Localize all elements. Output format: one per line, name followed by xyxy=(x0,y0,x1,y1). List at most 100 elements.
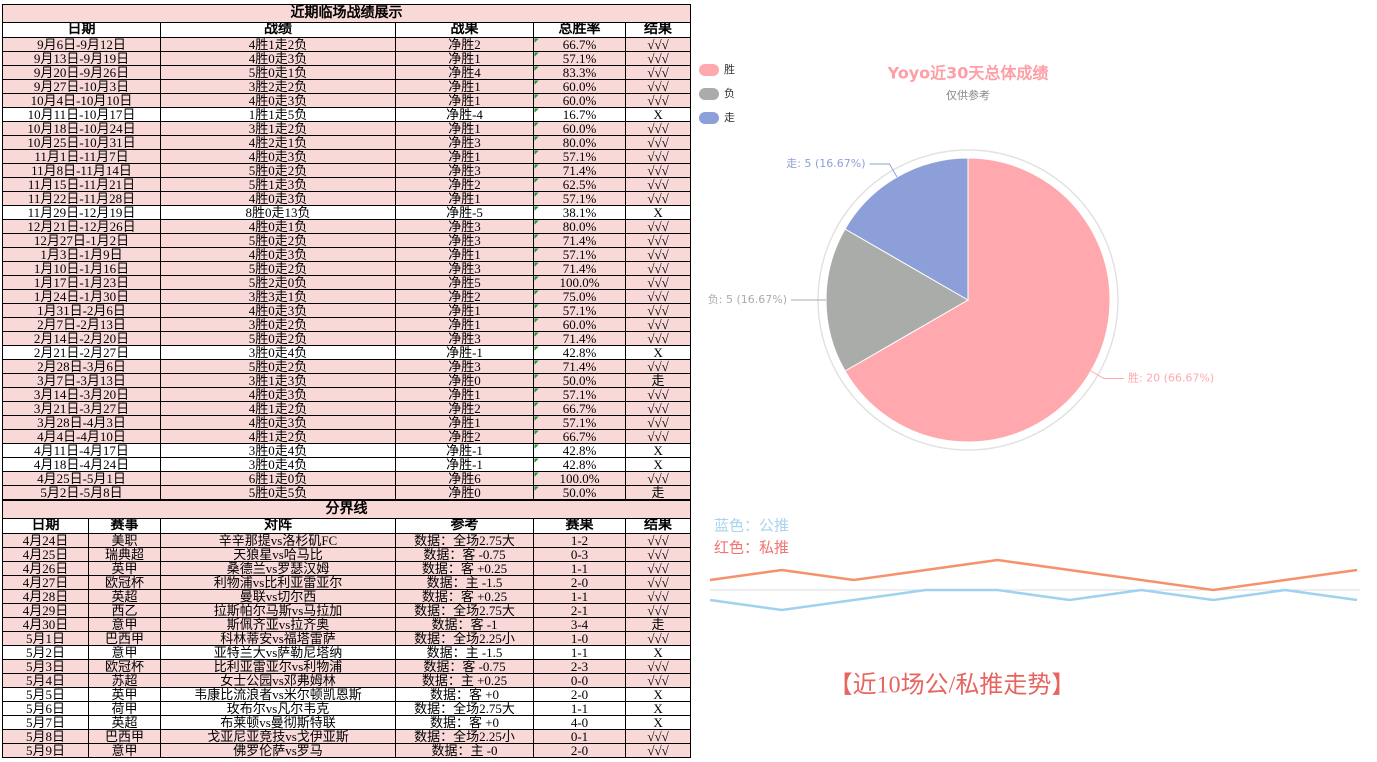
table-cell: 4胜0走3负 xyxy=(160,149,396,164)
table-cell: 净胜1 xyxy=(395,303,534,318)
legend-label: 走 xyxy=(724,111,735,124)
table-cell: 80.0% xyxy=(533,135,626,150)
legend-icon xyxy=(699,88,719,100)
table-cell: 11月29日-12月19日 xyxy=(2,205,161,220)
table-cell: √√√ xyxy=(624,261,692,276)
table-cell: 净胜5 xyxy=(395,275,534,290)
pie-subtitle: 仅供参考 xyxy=(946,88,990,102)
table-cell: 5胜2走0负 xyxy=(160,275,396,290)
table-cell: 4胜1走2负 xyxy=(160,37,396,52)
table-cell: 净胜1 xyxy=(395,121,534,136)
table-row: 3月28日-4月3日 4胜0走3负 净胜1 57.1% √√√ xyxy=(2,415,692,430)
table-cell: √√√ xyxy=(624,79,692,94)
legend-label: 负 xyxy=(724,86,735,100)
table-cell: 60.0% xyxy=(533,121,626,136)
table-cell: 意甲 xyxy=(88,743,161,758)
column-header: 战果 xyxy=(395,22,534,38)
table-cell: √√√ xyxy=(624,65,692,80)
table-row: 5月2日 意甲 亚特兰大vs萨勒尼塔纳 数据：主 -1.5 1-1 X xyxy=(2,645,692,660)
legend-icon xyxy=(699,64,719,76)
table-cell: 4月28日 xyxy=(2,589,89,604)
table-cell: 数据：全场2.25小 xyxy=(395,631,534,646)
table-cell: 9月6日-9月12日 xyxy=(2,37,161,52)
table-cell: 数据：全场2.75大 xyxy=(395,533,534,548)
table-cell: 10月11日-10月17日 xyxy=(2,107,161,122)
table-cell: 4胜0走3负 xyxy=(160,93,396,108)
table-row: 12月21日-12月26日 4胜0走1负 净胜3 80.0% √√√ xyxy=(2,219,692,234)
table-cell: X xyxy=(624,107,692,122)
table-cell: 2-3 xyxy=(533,659,626,674)
table-cell: 1-1 xyxy=(533,701,626,716)
pie-slice xyxy=(844,157,969,301)
table-cell: 42.8% xyxy=(533,345,626,360)
table-cell: 4月11日-4月17日 xyxy=(2,443,161,458)
table-cell: 布莱顿vs曼彻斯特联 xyxy=(160,715,396,730)
legend-label: 胜 xyxy=(724,62,735,76)
table-cell: 4月30日 xyxy=(2,617,89,632)
table-cell: 辛辛那提vs洛杉矶FC xyxy=(160,533,396,548)
table-cell: 拉斯帕尔马斯vs马拉加 xyxy=(160,603,396,618)
table-cell: 数据：主 -1.5 xyxy=(395,575,534,590)
table-cell: 60.0% xyxy=(533,317,626,332)
table-cell: 欧冠杯 xyxy=(88,659,161,674)
record-table: 近期临场战绩展示 日期 战绩 战果 总胜率 结果 9月6日-9月12日 4胜1走2负 净胜2 6… xyxy=(1,4,692,500)
table-cell: 1月24日-1月30日 xyxy=(2,289,161,304)
slice-label: 负: 5 (16.67%) xyxy=(708,292,787,306)
table-row: 5月2日-5月8日 5胜0走5负 净胜0 50.0% 走 xyxy=(2,485,692,500)
table-cell: 4月24日 xyxy=(2,533,89,548)
table-cell: 走 xyxy=(624,617,692,632)
table-row: 11月29日-12月19日 8胜0走13负 净胜-5 38.1% X xyxy=(2,205,692,220)
table-cell: √√√ xyxy=(624,387,692,402)
table-row: 11月8日-11月14日 5胜0走2负 净胜3 71.4% √√√ xyxy=(2,163,692,178)
table-cell: 数据：全场2.75大 xyxy=(395,603,534,618)
table-row: 12月27日-1月2日 5胜0走2负 净胜3 71.4% √√√ xyxy=(2,233,692,248)
table-cell: 66.7% xyxy=(533,429,626,444)
table-cell: 2月21日-2月27日 xyxy=(2,345,161,360)
table-row: 1月31日-2月6日 4胜0走3负 净胜1 57.1% √√√ xyxy=(2,303,692,318)
table-cell: 11月1日-11月7日 xyxy=(2,149,161,164)
table-cell: 60.0% xyxy=(533,79,626,94)
table-row: 1月3日-1月9日 4胜0走3负 净胜1 57.1% √√√ xyxy=(2,247,692,262)
table-cell: 50.0% xyxy=(533,485,626,500)
table-row: 2月28日-3月6日 5胜0走2负 净胜3 71.4% √√√ xyxy=(2,359,692,374)
table-cell: 60.0% xyxy=(533,93,626,108)
table-row: 10月4日-10月10日 4胜0走3负 净胜1 60.0% √√√ xyxy=(2,93,692,108)
table-cell: √√√ xyxy=(624,317,692,332)
table-cell: 1-0 xyxy=(533,631,626,646)
table-cell: 4胜0走3负 xyxy=(160,387,396,402)
table-cell: 净胜2 xyxy=(395,37,534,52)
table-cell: 1月31日-2月6日 xyxy=(2,303,161,318)
table-cell: 3胜0走4负 xyxy=(160,443,396,458)
table-cell: 净胜-1 xyxy=(395,443,534,458)
table-cell: 1-2 xyxy=(533,533,626,548)
table-cell: 5月8日 xyxy=(2,729,89,744)
table-cell: 数据：客 +0 xyxy=(395,687,534,702)
table-cell: 5月6日 xyxy=(2,701,89,716)
column-header: 总胜率 xyxy=(533,22,626,38)
table-cell: X xyxy=(624,687,692,702)
table-cell: √√√ xyxy=(624,303,692,318)
table-cell: 42.8% xyxy=(533,443,626,458)
table-cell: √√√ xyxy=(624,729,692,744)
table-cell: 3胜3走1负 xyxy=(160,289,396,304)
table-cell: 5胜1走3负 xyxy=(160,177,396,192)
column-header: 结果 xyxy=(624,22,692,38)
table-cell: 71.4% xyxy=(533,331,626,346)
table-cell: 66.7% xyxy=(533,37,626,52)
table-cell: 4胜0走3负 xyxy=(160,51,396,66)
table-cell: √√√ xyxy=(624,401,692,416)
table-row: 5月1日 巴西甲 科林蒂安vs福塔雷萨 数据：全场2.25小 1-0 √√√ xyxy=(2,631,692,646)
table-cell: 欧冠杯 xyxy=(88,575,161,590)
table-cell: 5月2日 xyxy=(2,645,89,660)
table-cell: 9月13日-9月19日 xyxy=(2,51,161,66)
table-cell: 5月4日 xyxy=(2,673,89,688)
table-row: 3月14日-3月20日 4胜0走3负 净胜1 57.1% √√√ xyxy=(2,387,692,402)
table-cell: 0-0 xyxy=(533,673,626,688)
table-row: 4月25日-5月1日 6胜1走0负 净胜6 100.0% √√√ xyxy=(2,471,692,486)
table-row: 10月11日-10月17日 1胜1走5负 净胜-4 16.7% X xyxy=(2,107,692,122)
table-cell: 9月27日-10月3日 xyxy=(2,79,161,94)
table-cell: 3胜1走3负 xyxy=(160,373,396,388)
table-row: 5月6日 荷甲 玫布尔vs凡尔韦克 数据：全场2.75大 1-1 X xyxy=(2,701,692,716)
table-cell: 净胜0 xyxy=(395,373,534,388)
